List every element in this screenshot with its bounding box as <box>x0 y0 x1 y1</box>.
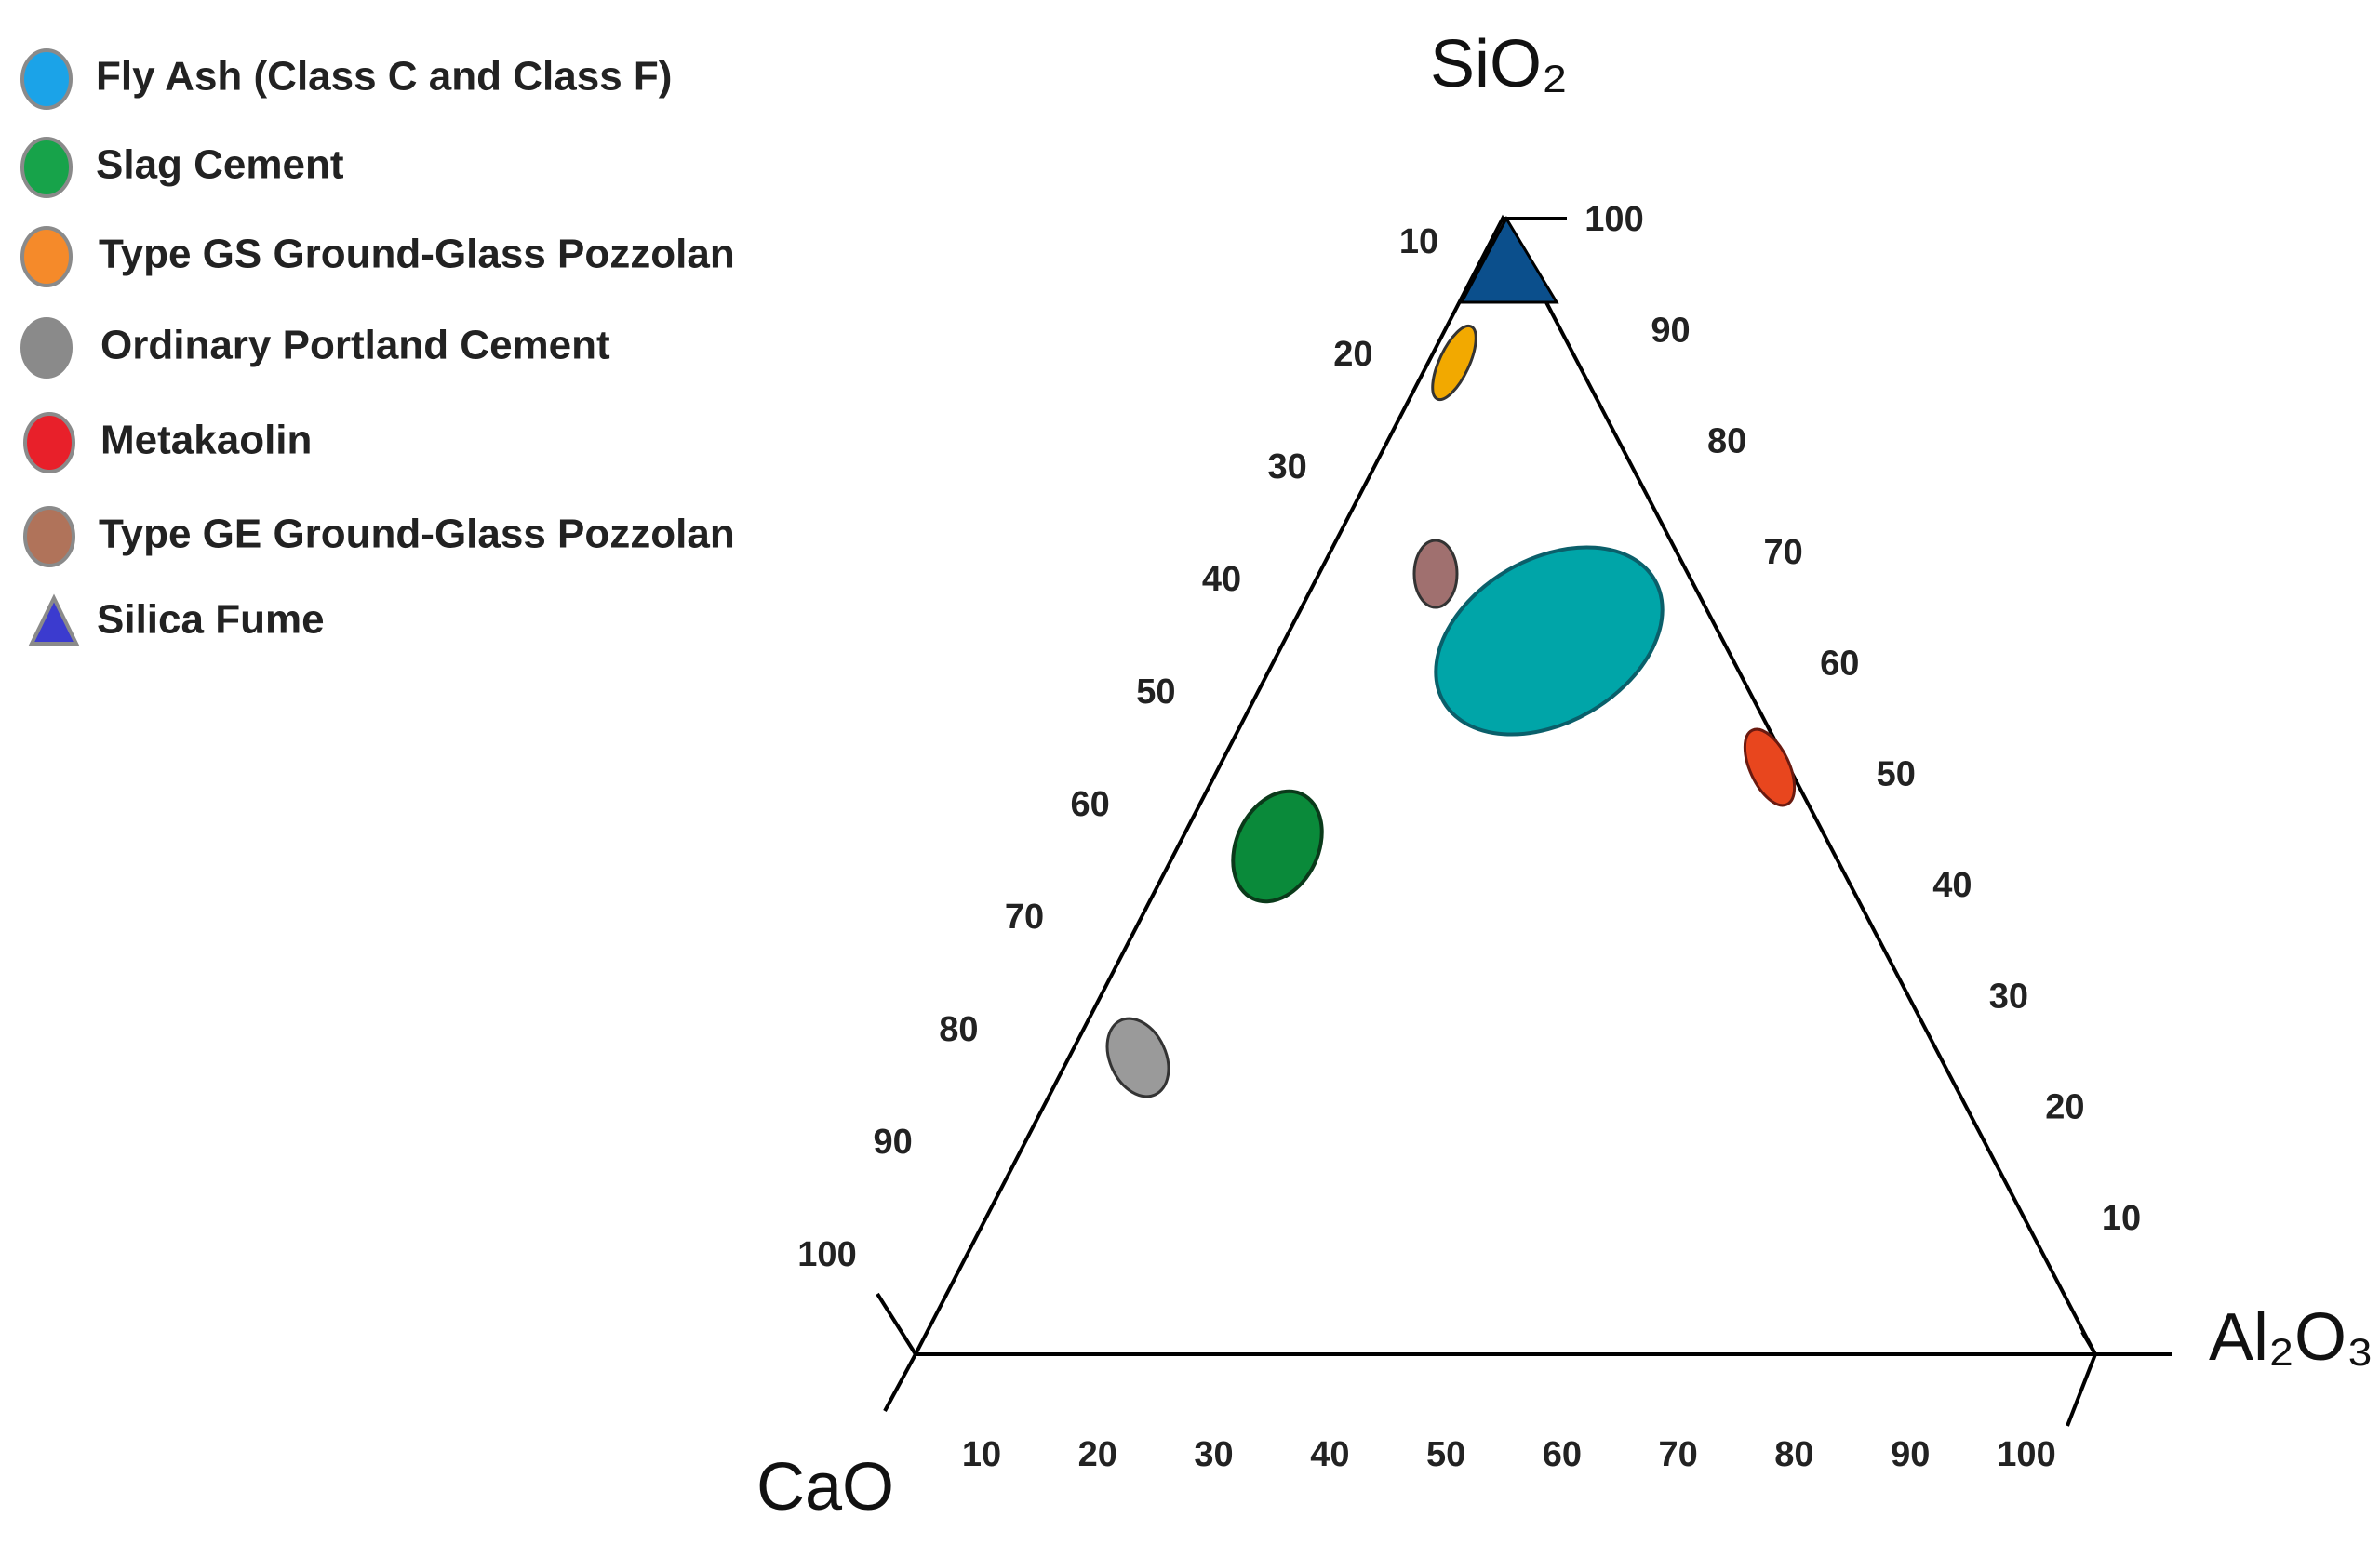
legend-symbol <box>20 317 73 379</box>
tick-label-left: 70 <box>1005 898 1044 937</box>
tick-label-bottom: 20 <box>1078 1435 1117 1474</box>
tick-label-right: 90 <box>1651 311 1690 350</box>
ground-glass-gs-region <box>1431 324 1477 402</box>
tick-label-bottom: 60 <box>1543 1435 1582 1474</box>
tick-label-left: 30 <box>1268 447 1307 486</box>
metakaolin-region <box>1743 727 1797 807</box>
triangle <box>912 214 2099 1356</box>
tick-label-bottom: 40 <box>1310 1435 1349 1474</box>
tick-label-right: 100 <box>1584 200 1643 239</box>
legend-symbol <box>23 412 75 473</box>
tick-label-bottom: 10 <box>962 1435 1001 1474</box>
tick-label-left: 100 <box>797 1235 856 1274</box>
tick-labels: 10 20 30 40 50 60 70 80 90 100 100 90 80 70 60 50 40 30 20… <box>797 200 2141 1474</box>
tick-label-right: 50 <box>1877 755 1916 794</box>
tick-label-bottom: 50 <box>1426 1435 1465 1474</box>
axis-label-right: Al₂O₃ <box>2209 1300 2373 1375</box>
legend-label: Type GS Ground-Glass Pozzolan <box>99 232 735 277</box>
tick-label-right: 30 <box>1989 977 2028 1016</box>
tick-label-right: 70 <box>1764 533 1803 572</box>
tick-label-left: 10 <box>1399 222 1438 261</box>
legend-symbol <box>28 593 80 646</box>
slag-cement-region <box>1231 789 1324 904</box>
tick-label-bottom: 100 <box>1997 1435 2055 1474</box>
legend-symbol <box>23 506 75 567</box>
legend-symbol <box>20 137 73 198</box>
tick-label-left: 20 <box>1333 335 1372 374</box>
tick-label-bottom: 30 <box>1194 1435 1233 1474</box>
tick-label-right: 10 <box>2102 1199 2141 1238</box>
silica-fume-region <box>1459 215 1559 304</box>
legend-label: Metakaolin <box>100 418 312 463</box>
tick-label-bottom: 80 <box>1774 1435 1813 1474</box>
ground-glass-ge-region <box>1412 539 1459 609</box>
tick-label-left: 40 <box>1202 560 1241 599</box>
axis-label-top: SiO₂ <box>1430 27 1568 101</box>
legend-label: Ordinary Portland Cement <box>100 323 610 368</box>
tick-label-bottom: 90 <box>1891 1435 1930 1474</box>
tick-label-right: 80 <box>1707 422 1746 461</box>
legend-symbol <box>20 48 73 110</box>
tick-label-left: 60 <box>1071 785 1110 824</box>
legend-symbol <box>20 226 73 287</box>
tick-label-bottom: 70 <box>1659 1435 1698 1474</box>
legend: Fly Ash (Class C and Class F) Slag Cement… <box>96 54 735 643</box>
left-corner-tick <box>876 1292 918 1412</box>
right-corner-tick <box>2066 1330 2098 1427</box>
legend-label: Type GE Ground-Glass Pozzolan <box>99 512 735 557</box>
legend-symbols <box>20 48 80 646</box>
tick-label-left: 50 <box>1136 672 1175 712</box>
frame <box>876 214 2172 1427</box>
tick-label-right: 40 <box>1932 866 1972 905</box>
tick-label-left: 80 <box>939 1010 978 1049</box>
legend-label: Fly Ash (Class C and Class F) <box>96 54 672 100</box>
axis-label-left: CaO <box>756 1450 894 1524</box>
portland-cement-region <box>1105 1017 1170 1098</box>
fly-ash-region <box>1434 545 1665 737</box>
tick-label-right: 60 <box>1820 644 1859 683</box>
legend-label: Silica Fume <box>97 597 325 643</box>
tick-label-right: 20 <box>2045 1088 2084 1127</box>
legend-label: Slag Cement <box>96 142 344 188</box>
tick-label-left: 90 <box>874 1123 913 1162</box>
